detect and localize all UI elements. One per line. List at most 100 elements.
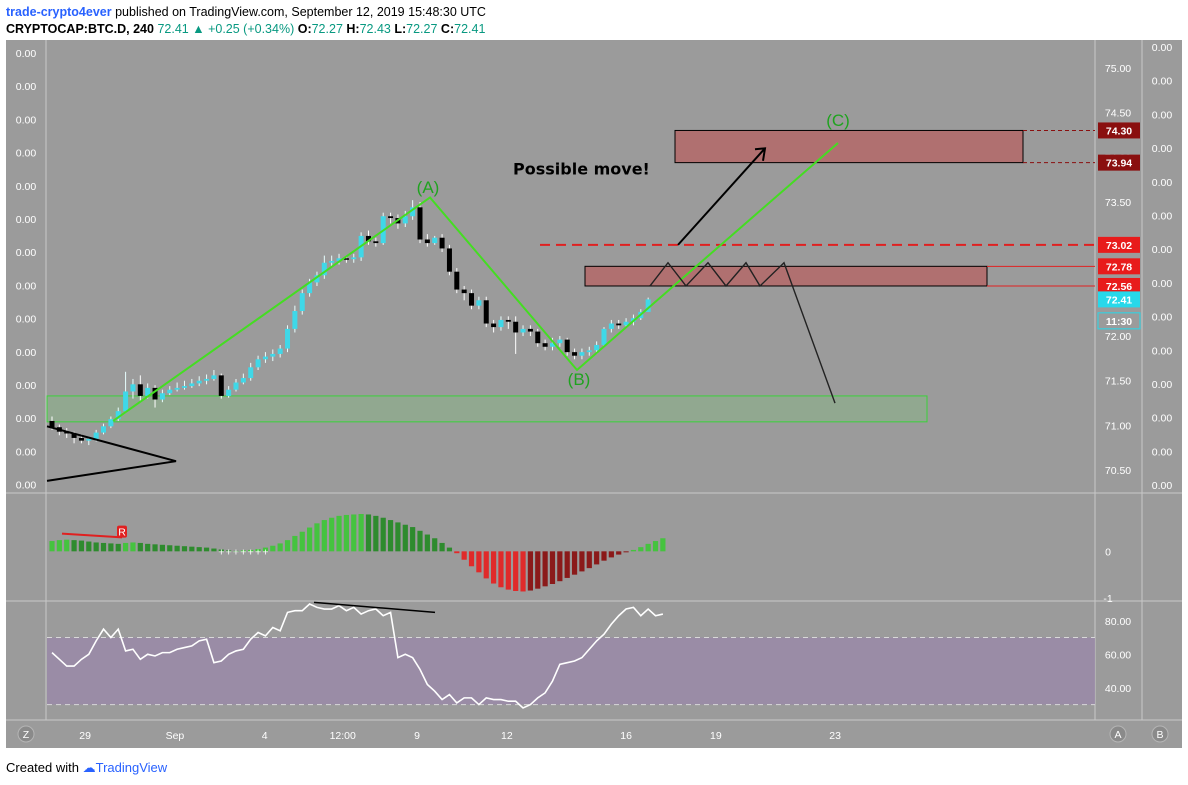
candle-body[interactable]	[174, 387, 180, 390]
candle-body[interactable]	[226, 389, 232, 396]
macd-bar[interactable]	[329, 517, 335, 552]
candle-body[interactable]	[601, 328, 607, 345]
candle-body[interactable]	[240, 378, 246, 383]
macd-bar[interactable]	[351, 514, 357, 552]
candle-body[interactable]	[351, 257, 357, 260]
macd-bar[interactable]	[520, 551, 526, 592]
macd-bar[interactable]	[189, 546, 195, 552]
macd-bar[interactable]	[542, 551, 548, 587]
macd-bar[interactable]	[292, 535, 298, 552]
candle-body[interactable]	[277, 348, 283, 354]
macd-bar[interactable]	[336, 515, 342, 552]
candle-body[interactable]	[145, 387, 151, 396]
candle-body[interactable]	[365, 235, 371, 242]
macd-bar[interactable]	[432, 538, 438, 552]
drawings[interactable]: (A) (B) (C) Possible move!	[46, 111, 850, 482]
candle-body[interactable]	[262, 356, 268, 360]
macd-bar[interactable]	[314, 523, 320, 552]
candle-body[interactable]	[373, 241, 379, 244]
candle-body[interactable]	[123, 391, 129, 412]
macd-bar[interactable]	[343, 514, 349, 552]
macd-bar[interactable]	[491, 551, 497, 584]
macd-bar[interactable]	[211, 548, 217, 552]
candle-body[interactable]	[255, 359, 261, 368]
macd-bar[interactable]	[152, 544, 158, 552]
macd-bar[interactable]	[64, 539, 70, 552]
candle-body[interactable]	[181, 386, 187, 388]
rsi-pane[interactable]	[47, 601, 1095, 709]
macd-bar[interactable]	[586, 551, 592, 569]
macd-bar[interactable]	[564, 551, 570, 578]
candle-body[interactable]	[115, 411, 121, 420]
macd-bar[interactable]	[248, 549, 254, 552]
author-link[interactable]: trade-crypto4ever	[6, 5, 112, 19]
candle-body[interactable]	[520, 328, 526, 333]
macd-bar[interactable]	[476, 551, 482, 573]
candle-body[interactable]	[218, 375, 224, 396]
macd-bar[interactable]	[56, 540, 62, 552]
macd-bar[interactable]	[93, 542, 99, 552]
candle-body[interactable]	[439, 237, 445, 249]
macd-bar[interactable]	[638, 547, 644, 552]
scale-b-button[interactable]	[1151, 725, 1169, 743]
macd-bar[interactable]	[594, 551, 600, 565]
candle-body[interactable]	[461, 289, 467, 294]
candle-body[interactable]	[491, 323, 497, 328]
candle-body[interactable]	[233, 382, 239, 390]
move-arrow-line[interactable]	[677, 147, 766, 246]
candle-body[interactable]	[71, 433, 77, 438]
macd-bar[interactable]	[240, 550, 246, 552]
candle-body[interactable]	[329, 260, 335, 263]
price-tag[interactable]	[1098, 291, 1140, 308]
macd-bar[interactable]	[270, 545, 276, 552]
macd-bar[interactable]	[71, 540, 77, 552]
macd-bar[interactable]	[527, 551, 533, 591]
candle-body[interactable]	[167, 389, 173, 394]
macd-bar[interactable]	[181, 546, 188, 552]
candle-body[interactable]	[586, 350, 592, 353]
candle-body[interactable]	[645, 299, 651, 312]
macd-bar[interactable]	[145, 543, 151, 552]
macd-bar[interactable]	[549, 551, 556, 584]
support-zone[interactable]	[46, 395, 928, 423]
candle-body[interactable]	[189, 383, 195, 387]
candle-body[interactable]	[49, 420, 55, 428]
macd-bar[interactable]	[78, 540, 85, 552]
candle-body[interactable]	[572, 352, 578, 356]
candle-body[interactable]	[196, 380, 202, 384]
macd-bar[interactable]	[196, 547, 202, 552]
macd-bar[interactable]	[645, 543, 651, 552]
candle-body[interactable]	[527, 328, 533, 332]
macd-bar[interactable]	[115, 543, 121, 552]
price-tag[interactable]	[1097, 312, 1141, 330]
candle-body[interactable]	[579, 352, 585, 356]
macd-bar[interactable]	[203, 547, 210, 552]
macd-bar[interactable]	[218, 549, 224, 552]
candle-body[interactable]	[78, 437, 84, 441]
macd-pane[interactable]: R+ + + + + + +	[49, 514, 666, 592]
macd-bar[interactable]	[284, 540, 291, 552]
macd-bar[interactable]	[159, 544, 165, 552]
macd-bar[interactable]	[579, 551, 585, 572]
price-tag[interactable]	[1098, 122, 1140, 139]
price-tag[interactable]	[1098, 258, 1140, 275]
macd-bar[interactable]	[174, 545, 180, 552]
candle-body[interactable]	[557, 339, 563, 344]
candle-body[interactable]	[292, 311, 298, 329]
price-tag[interactable]	[1098, 154, 1140, 171]
macd-bar[interactable]	[277, 543, 283, 552]
macd-bar[interactable]	[123, 542, 129, 552]
macd-bar[interactable]	[380, 517, 386, 552]
candle-body[interactable]	[86, 438, 92, 441]
candle-body[interactable]	[108, 419, 114, 427]
candle-body[interactable]	[130, 384, 136, 392]
elliott-wave-line[interactable]	[112, 142, 839, 422]
macd-bar[interactable]	[365, 514, 372, 552]
macd-bar[interactable]	[167, 545, 173, 552]
macd-bar[interactable]	[410, 527, 416, 552]
macd-bar[interactable]	[387, 520, 394, 552]
candle-body[interactable]	[270, 353, 276, 357]
candle-body[interactable]	[101, 426, 107, 433]
candle-body[interactable]	[424, 239, 430, 244]
candle-body[interactable]	[159, 393, 165, 400]
